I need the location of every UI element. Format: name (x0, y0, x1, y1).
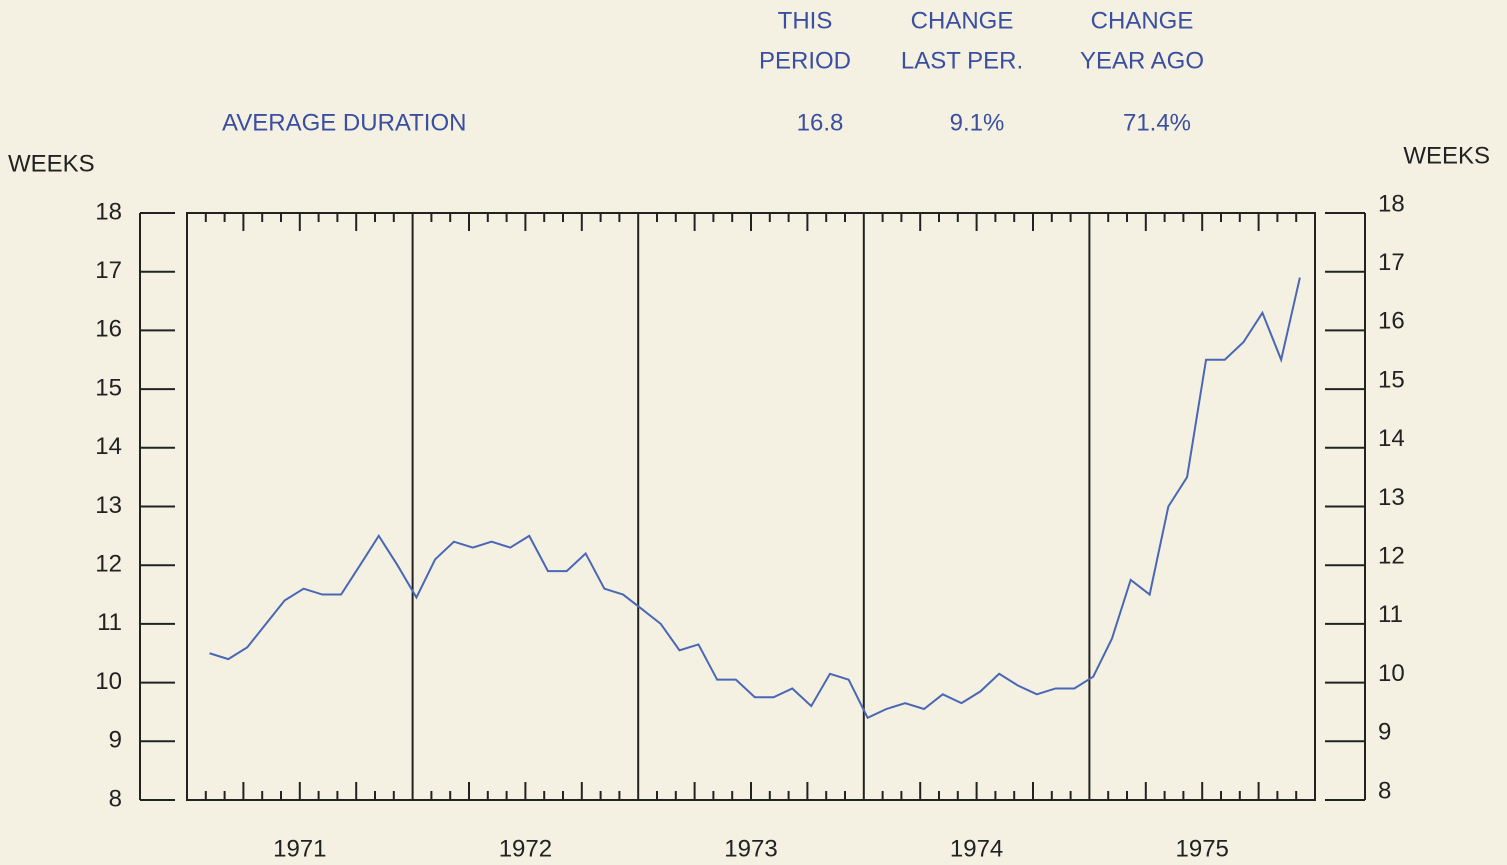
y-tick-label: 10 (95, 668, 122, 695)
x-tick-label: 1972 (499, 835, 552, 862)
column-header: YEAR AGO (1080, 47, 1204, 74)
y2-tick-label: 16 (1378, 308, 1405, 335)
column-header: PERIOD (759, 47, 851, 74)
y2-tick-label: 11 (1378, 601, 1403, 628)
y2-tick-label: 12 (1378, 543, 1405, 570)
column-header: LAST PER. (901, 47, 1023, 74)
x-tick-label: 1971 (273, 835, 326, 862)
column-header: CHANGE (1091, 7, 1194, 34)
y2-tick-label: 18 (1378, 190, 1405, 217)
y-tick-label: 18 (95, 198, 122, 225)
y-tick-label: 11 (97, 609, 122, 636)
y-tick-label: 9 (109, 727, 122, 754)
y-tick-label: 8 (109, 785, 122, 812)
x-tick-label: 1973 (724, 835, 777, 862)
summary-label: AVERAGE DURATION (222, 109, 466, 136)
summary-value: 16.8 (797, 109, 844, 136)
y2-axis-label: WEEKS (1403, 142, 1490, 169)
data-line (209, 277, 1301, 720)
plot-frame (186, 212, 1316, 801)
x-tick-label: 1974 (950, 835, 1003, 862)
column-header: CHANGE (911, 7, 1014, 34)
y-tick-label: 14 (95, 433, 122, 460)
y2-tick-label: 14 (1378, 425, 1405, 452)
y2-tick-label: 13 (1378, 484, 1405, 511)
summary-value: 71.4% (1123, 109, 1191, 136)
y-tick-label: 13 (95, 492, 122, 519)
y-tick-label: 15 (95, 374, 122, 401)
column-header: THIS (778, 7, 833, 34)
y-tick-label: 17 (95, 257, 122, 284)
summary-value: 9.1% (950, 109, 1005, 136)
y2-tick-label: 10 (1378, 660, 1405, 687)
y2-tick-label: 15 (1378, 366, 1405, 393)
y-tick-label: 16 (95, 316, 122, 343)
x-tick-label: 1975 (1176, 835, 1229, 862)
y2-tick-label: 17 (1378, 249, 1405, 276)
y2-tick-label: 8 (1378, 777, 1391, 804)
y-axis-label: WEEKS (8, 150, 95, 177)
y-tick-label: 12 (95, 551, 122, 578)
y2-tick-label: 9 (1378, 719, 1391, 746)
